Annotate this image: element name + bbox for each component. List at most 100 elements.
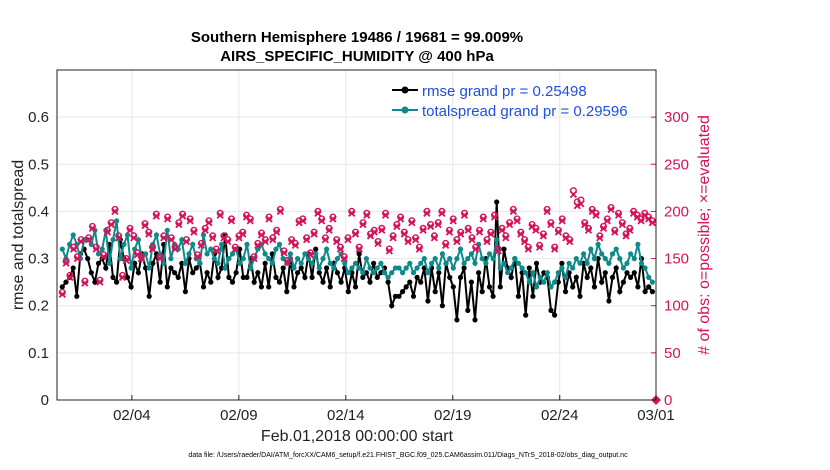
obs-evaluated-point <box>599 224 608 233</box>
obs-evaluated-stroke <box>92 245 100 253</box>
obs-evaluated-point <box>355 245 363 253</box>
x-tick-label: 02/24 <box>541 407 579 424</box>
x-tick-label: 02/14 <box>327 407 365 424</box>
rmse-point <box>208 279 214 285</box>
rmse-point <box>135 270 141 276</box>
obs-evaluated-stroke <box>239 230 247 238</box>
rmse-point <box>219 265 225 271</box>
obs-evaluated-stroke <box>479 215 487 223</box>
obs-evaluated-point <box>505 220 514 229</box>
totalspread-point <box>110 237 116 243</box>
totalspread-point <box>324 246 330 252</box>
totalspread-point <box>117 256 123 262</box>
totalspread-point <box>248 265 254 271</box>
totalspread-point <box>396 265 402 271</box>
obs-evaluated-point <box>284 258 292 266</box>
rmse-point <box>479 289 485 295</box>
x-tick-label: 03/01 <box>637 407 675 424</box>
y-axis-label-right: # of obs: o=possible; ×=evaluated <box>696 115 713 355</box>
rmse-point <box>606 298 612 304</box>
obs-evaluated-stroke <box>115 234 123 242</box>
totalspread-point <box>407 260 413 266</box>
rmse-point <box>175 274 181 280</box>
obs-evaluated-stroke <box>201 226 209 234</box>
obs-evaluated-stroke <box>535 243 544 251</box>
rmse-point <box>110 274 116 280</box>
obs-evaluated-point <box>216 211 224 219</box>
rmse-point <box>143 265 149 271</box>
chart-title-line2: AIRS_SPECIFIC_HUMIDITY @ 400 hPa <box>220 48 494 65</box>
obs-evaluated-point <box>272 228 281 236</box>
obs-evaluated-point <box>62 259 70 267</box>
totalspread-point <box>168 256 174 262</box>
x-tick-label: 02/09 <box>220 407 258 424</box>
obs-evaluated-point <box>374 239 382 248</box>
rmse-point <box>179 260 185 266</box>
rmse-point <box>468 279 474 285</box>
rmse-point <box>352 284 359 290</box>
obs-evaluated-point <box>400 230 408 238</box>
rmse-point <box>396 293 402 299</box>
obs-evaluated-point <box>126 226 134 234</box>
obs-evaluated-stroke <box>141 221 149 230</box>
totalspread-point <box>617 256 623 262</box>
totalspread-point <box>523 270 529 276</box>
totalspread-point <box>457 246 464 252</box>
rmse-point <box>378 270 384 276</box>
rmse-point <box>530 293 536 299</box>
rmse-point <box>164 284 170 290</box>
obs-evaluated-stroke <box>419 226 427 234</box>
totalspread-point <box>508 265 514 271</box>
obs-evaluated-stroke <box>348 209 356 217</box>
obs-evaluated-stroke <box>629 209 638 217</box>
obs-evaluated-stroke <box>573 202 581 210</box>
rmse-point <box>450 284 456 290</box>
obs-evaluated-stroke <box>310 230 318 238</box>
obs-evaluated-point <box>265 215 273 223</box>
rmse-point <box>454 317 460 323</box>
rmse-point <box>182 289 188 295</box>
obs-evaluated-point <box>520 237 529 246</box>
obs-evaluated-point <box>329 215 337 223</box>
obs-evaluated-point <box>524 245 532 253</box>
rmse-point <box>193 265 199 271</box>
totalspread-point <box>179 237 185 243</box>
obs-evaluated-stroke <box>344 236 352 244</box>
rmse-point <box>374 274 380 280</box>
obs-evaluated-point <box>393 222 401 231</box>
obs-evaluated-stroke <box>524 245 532 253</box>
totalspread-point <box>124 232 131 238</box>
obs-evaluated-stroke <box>100 253 108 261</box>
totalspread-point <box>371 270 377 276</box>
obs-evaluated-stroke <box>246 217 254 225</box>
rmse-point <box>523 312 529 318</box>
totalspread-point <box>599 251 605 257</box>
obs-evaluated-point <box>306 251 315 259</box>
rmse-point <box>573 274 579 280</box>
totalspread-point <box>237 260 243 266</box>
obs-evaluated-point <box>479 215 487 223</box>
obs-evaluated-stroke <box>603 217 611 225</box>
obs-evaluated-stroke <box>265 215 273 223</box>
obs-evaluated-stroke <box>355 245 363 253</box>
obs-evaluated-point <box>186 217 194 225</box>
rmse-point <box>400 289 406 295</box>
rmse-point <box>418 279 424 285</box>
obs-evaluated-point <box>415 245 424 253</box>
obs-evaluated-point <box>513 217 521 225</box>
rmse-point <box>266 284 272 290</box>
obs-evaluated-stroke <box>566 237 574 246</box>
rmse-point <box>360 274 366 280</box>
rmse-point <box>407 279 413 285</box>
obs-evaluated-stroke <box>513 217 521 225</box>
totalspread-point <box>628 251 634 257</box>
totalspread-point <box>595 241 601 247</box>
obs-evaluated-point <box>378 226 386 234</box>
rmse-point <box>490 293 496 299</box>
obs-evaluated-point <box>103 228 112 236</box>
obs-evaluated-stroke <box>622 232 630 240</box>
rmse-point <box>562 289 569 295</box>
totalspread-point <box>291 265 297 271</box>
obs-evaluated-point <box>475 228 484 236</box>
totalspread-point <box>146 265 152 271</box>
